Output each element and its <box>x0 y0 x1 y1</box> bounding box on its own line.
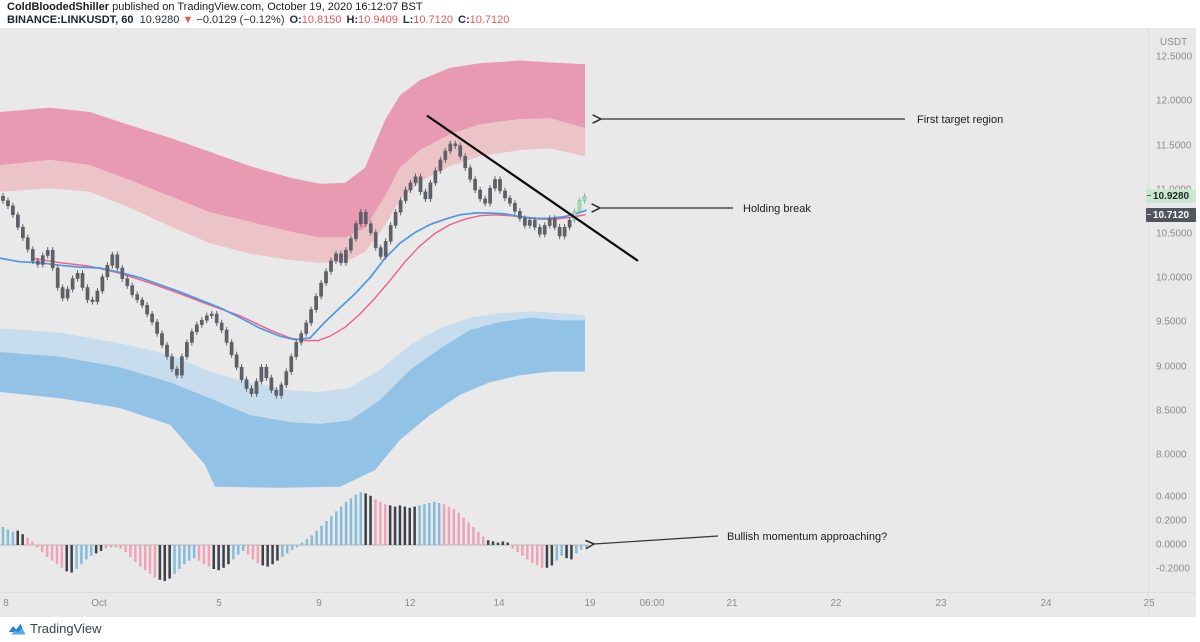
annotation-text[interactable]: Holding break <box>743 203 811 215</box>
price-tick-label: 0.4000 <box>1156 491 1187 503</box>
countdown-price-tag: 10.7120 <box>1146 208 1196 222</box>
time-tick-label: 14 <box>493 598 505 609</box>
time-tick-label: 22 <box>830 598 842 609</box>
author-name: ColdBloodedShiller <box>7 1 110 13</box>
candlesticks <box>1 140 587 399</box>
price-tick-label: 0.2000 <box>1156 515 1187 527</box>
down-arrow-icon: ▼ <box>182 14 194 26</box>
time-tick-label: Oct <box>91 598 107 609</box>
momentum-histogram <box>0 492 589 581</box>
price-axis-unit: USDT <box>1160 37 1188 48</box>
footer-bar: TradingView <box>0 617 1200 642</box>
close-label: C: <box>458 14 470 26</box>
last-price-tag: 10.9280 <box>1146 189 1196 203</box>
time-tick-label: 19 <box>584 598 596 609</box>
time-tick-label: 5 <box>216 598 222 609</box>
time-tick-label: 9 <box>316 598 322 609</box>
chart-plot[interactable]: First target region Holding break Bullish … <box>0 0 1196 617</box>
price-tick-label: 8.0000 <box>1156 449 1187 461</box>
lower-band-inner <box>0 311 585 424</box>
annotation-text[interactable]: First target region <box>917 114 1003 126</box>
time-tick-label: 23 <box>935 598 947 609</box>
time-tick-label: 12 <box>404 598 416 609</box>
publish-info: published on TradingView.com, October 19… <box>109 1 423 13</box>
blue-ma-line <box>0 209 587 341</box>
time-axis[interactable]: 8 Oct 5 9 12 14 19 06:00 21 22 23 24 25 <box>0 592 1196 618</box>
close-value: 10.7120 <box>469 14 510 26</box>
time-tick-label: 8 <box>3 598 9 609</box>
symbol-name[interactable]: BINANCE:LINKUSDT, 60 <box>7 14 134 26</box>
tradingview-logo-icon[interactable] <box>8 621 28 638</box>
price-tick-label: 10.0000 <box>1156 272 1193 284</box>
price-tick-label: 9.5000 <box>1156 316 1187 328</box>
annotation-text[interactable]: Bullish momentum approaching? <box>727 531 887 543</box>
time-tick-label: 06:00 <box>639 598 665 609</box>
upper-band-outer <box>0 60 585 238</box>
time-tick-label: 24 <box>1040 598 1052 609</box>
moving-average-lines <box>0 209 587 342</box>
price-tick-label: 11.5000 <box>1156 140 1192 152</box>
price-tick-label: 10.5000 <box>1156 228 1193 240</box>
price-tick-label: 9.0000 <box>1156 361 1187 373</box>
publish-header: ColdBloodedShiller published on TradingV… <box>7 1 423 13</box>
symbol-legend[interactable]: BINANCE:LINKUSDT, 60 10.9280 ▼ −0.0129 (… <box>7 14 509 26</box>
price-tick-label: 12.0000 <box>1156 95 1193 107</box>
low-value: 10.7120 <box>413 14 454 26</box>
upper-band-inner <box>0 118 585 263</box>
price-tick-label: 0.0000 <box>1156 539 1187 551</box>
keltner-bands <box>0 60 585 488</box>
high-value: 10.9409 <box>358 14 398 26</box>
price-tick-label: 8.5000 <box>1156 405 1187 417</box>
annotation-arrow[interactable] <box>594 535 719 544</box>
trendline-drawing[interactable] <box>426 114 639 262</box>
annotation-arrows[interactable]: First target region Holding break Bullish … <box>594 114 1003 544</box>
time-tick-label: 25 <box>1143 598 1155 609</box>
price-tick-label: 12.5000 <box>1156 51 1193 63</box>
time-tick-label: 21 <box>726 598 738 609</box>
lower-band-outer <box>0 317 585 488</box>
high-label: H: <box>346 14 359 26</box>
low-label: L: <box>402 14 414 26</box>
last-price: 10.9280 <box>139 14 180 26</box>
open-label: O: <box>289 14 302 26</box>
tradingview-brand-text[interactable]: TradingView <box>30 621 102 636</box>
price-tick-label: -0.2000 <box>1156 563 1190 575</box>
open-value: 10.8150 <box>301 14 342 26</box>
price-change: −0.0129 (−0.12%) <box>196 14 285 26</box>
